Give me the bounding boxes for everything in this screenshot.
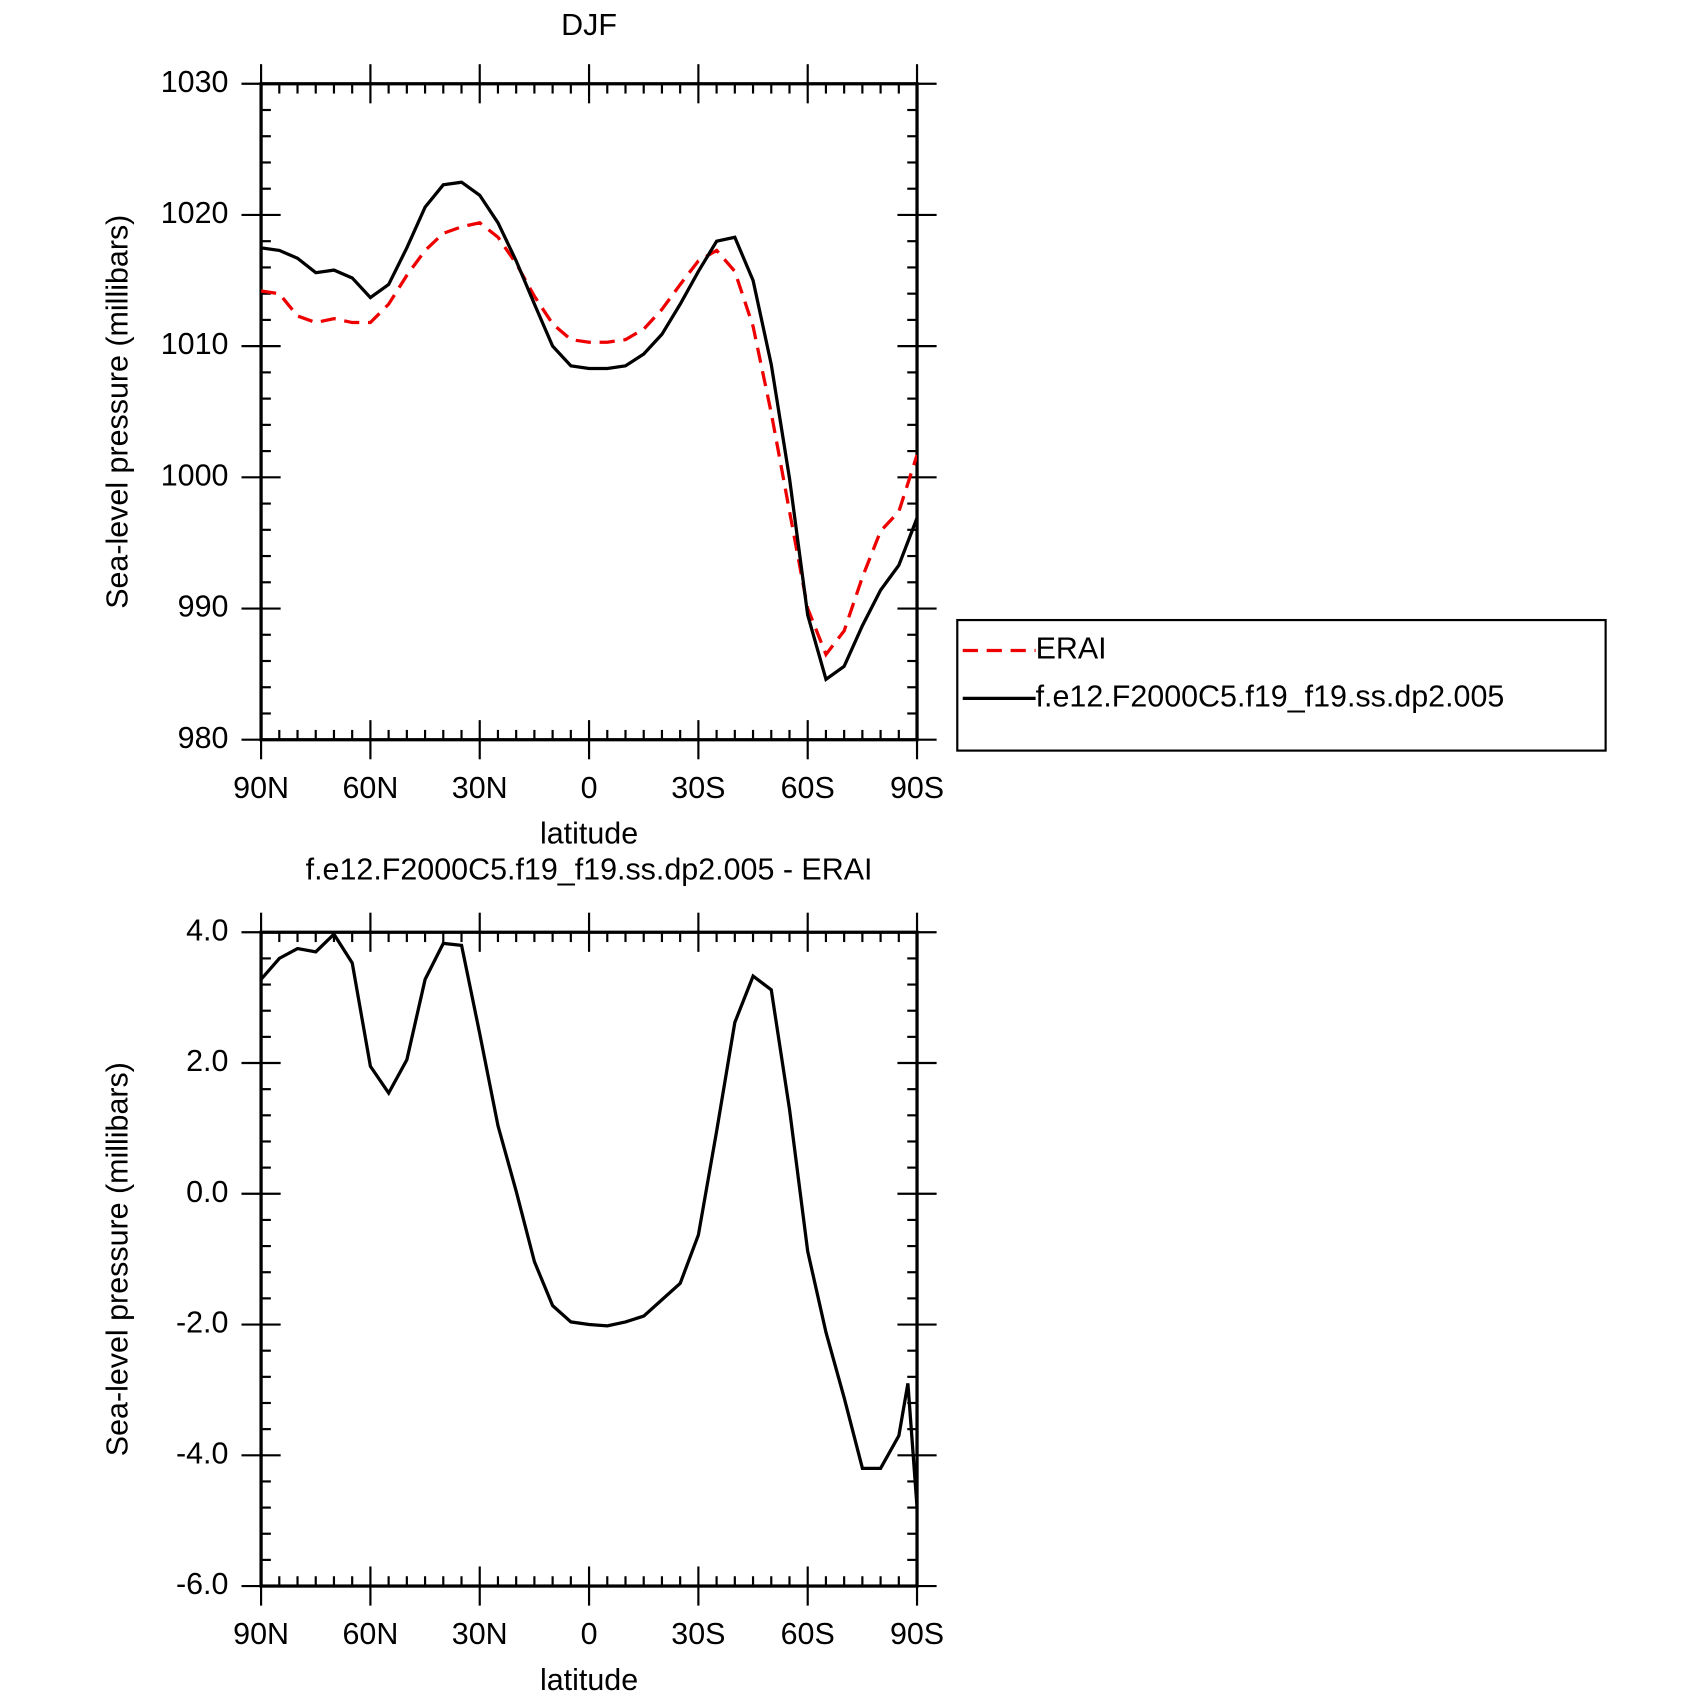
plot-frame xyxy=(259,82,919,742)
y-tick-label: 990 xyxy=(178,590,229,624)
x-tick-label: 0 xyxy=(581,771,598,805)
x-tick-label: 30S xyxy=(671,1617,725,1651)
x-tick-label: 60S xyxy=(781,1617,835,1651)
y-tick-label: 1030 xyxy=(161,65,229,99)
y-axis-label: Sea-level pressure (millibars) xyxy=(101,215,135,609)
y-tick-label: -6.0 xyxy=(176,1567,228,1601)
y-tick-label: 1010 xyxy=(161,327,229,361)
x-tick-label: 90S xyxy=(890,771,944,805)
legend-label: ERAI xyxy=(1036,632,1107,666)
y-tick-label: -4.0 xyxy=(176,1436,228,1470)
x-tick-label: 90N xyxy=(233,1617,289,1651)
x-tick-label: 90N xyxy=(233,771,289,805)
y-tick-label: 0.0 xyxy=(186,1175,228,1209)
y-tick-label: 4.0 xyxy=(186,913,228,947)
x-axis-label: latitude xyxy=(540,1663,638,1697)
data-line xyxy=(261,931,918,1508)
legend-label: f.e12.F2000C5.f19_f19.ss.dp2.005 xyxy=(1036,679,1505,713)
x-tick-label: 60N xyxy=(342,771,398,805)
x-tick-label: 90S xyxy=(890,1617,944,1651)
y-tick-label: -2.0 xyxy=(176,1306,228,1340)
y-tick-label: 1020 xyxy=(161,196,229,230)
y-tick-label: 2.0 xyxy=(186,1044,228,1078)
plot-frame xyxy=(259,930,919,1588)
y-axis-label: Sea-level pressure (millibars) xyxy=(101,1062,135,1456)
chart-title: DJF xyxy=(561,8,617,42)
x-axis-label: latitude xyxy=(540,816,638,850)
legend-box xyxy=(956,618,1607,752)
y-tick-label: 1000 xyxy=(161,458,229,492)
x-tick-label: 30S xyxy=(671,771,725,805)
y-tick-label: 980 xyxy=(178,721,229,755)
x-tick-label: 60N xyxy=(342,1617,398,1651)
x-tick-label: 30N xyxy=(452,771,508,805)
x-tick-label: 0 xyxy=(581,1617,598,1651)
x-tick-label: 30N xyxy=(452,1617,508,1651)
chart-title: f.e12.F2000C5.f19_f19.ss.dp2.005 - ERAI xyxy=(306,852,873,886)
data-line xyxy=(261,180,918,683)
x-tick-label: 60S xyxy=(781,771,835,805)
